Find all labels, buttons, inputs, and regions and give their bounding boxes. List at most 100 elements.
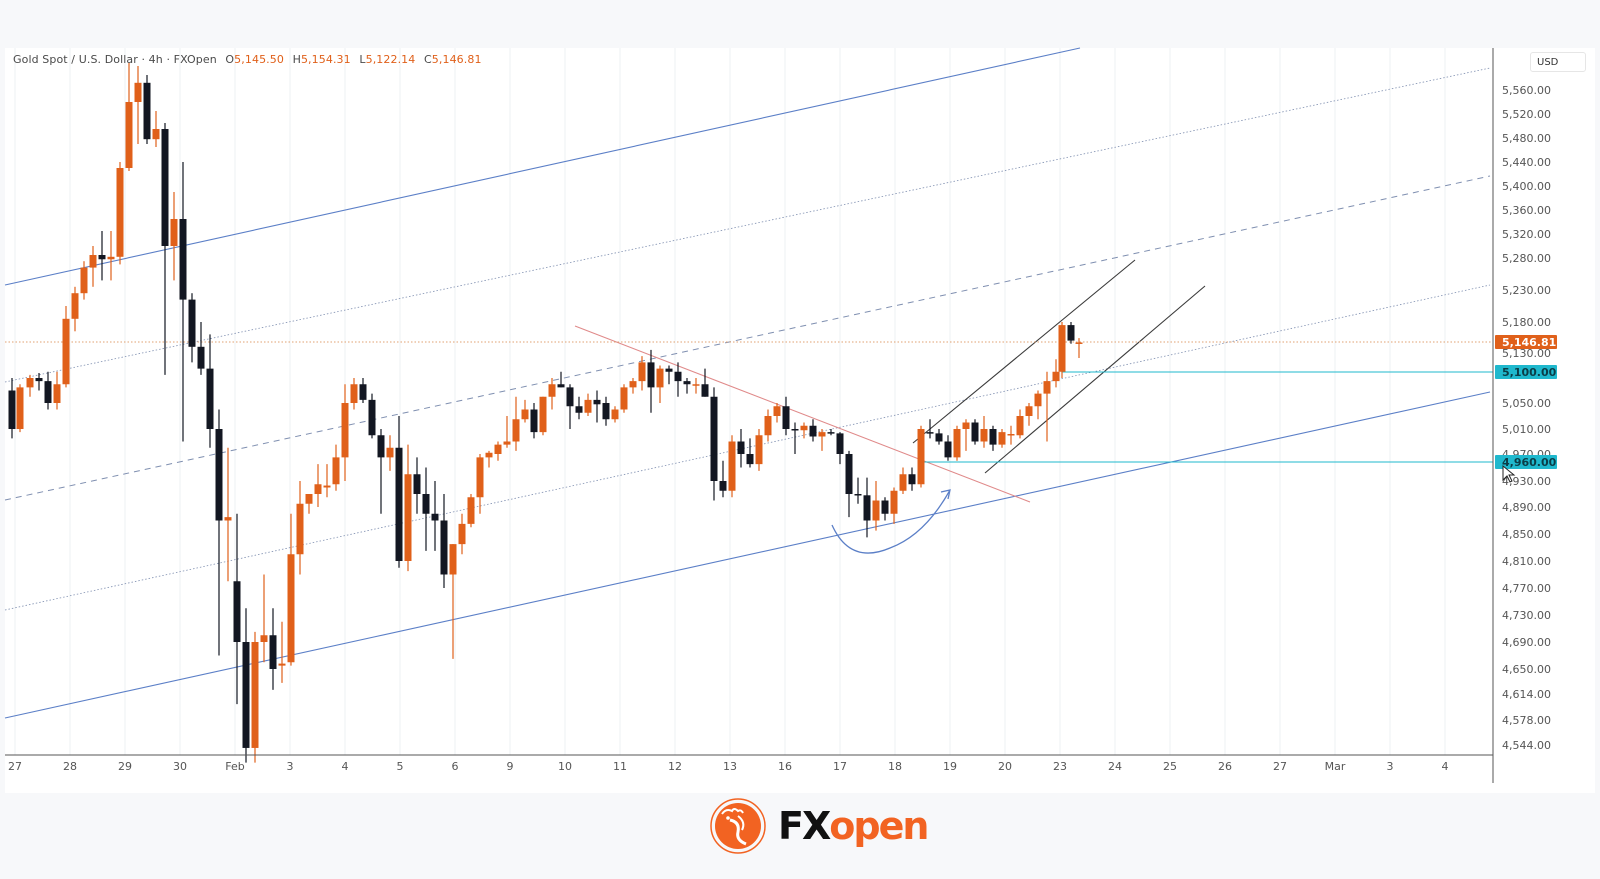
drawings-layer[interactable] bbox=[4, 47, 1495, 719]
candle-body bbox=[404, 474, 412, 561]
candle bbox=[665, 365, 673, 385]
price-tick-label: 5,180.00 bbox=[1502, 316, 1551, 329]
time-tick-label: 4 bbox=[342, 760, 349, 773]
candle bbox=[44, 371, 52, 410]
time-tick-label: 27 bbox=[1273, 760, 1287, 773]
candle-body bbox=[1043, 381, 1051, 394]
currency-selector[interactable]: USD bbox=[1530, 52, 1586, 72]
candle bbox=[16, 384, 24, 433]
candle-body bbox=[152, 129, 160, 140]
candle bbox=[953, 425, 961, 461]
time-tick-label: 26 bbox=[1218, 760, 1232, 773]
candle bbox=[575, 396, 583, 420]
chart-legend: Gold Spot / U.S. Dollar · 4h · FXOpen O5… bbox=[13, 53, 482, 66]
candle bbox=[854, 477, 862, 504]
channel-mid[interactable] bbox=[4, 175, 1491, 501]
rising-channel-lower[interactable] bbox=[984, 285, 1206, 474]
candle-body bbox=[827, 432, 835, 434]
candle-body bbox=[1052, 371, 1060, 382]
candle bbox=[467, 494, 475, 528]
candle-body bbox=[512, 419, 520, 442]
candle-body bbox=[305, 494, 313, 504]
candle-body bbox=[116, 168, 124, 257]
price-badge-last-price bbox=[1495, 335, 1557, 349]
candle bbox=[359, 378, 367, 403]
price-tick-label: 5,050.00 bbox=[1502, 397, 1551, 410]
candle bbox=[638, 356, 646, 391]
candle-body bbox=[1075, 342, 1083, 344]
candle-body bbox=[710, 396, 718, 481]
candle bbox=[566, 384, 574, 429]
candle bbox=[134, 66, 142, 144]
candle bbox=[620, 384, 628, 413]
candle-body bbox=[638, 362, 646, 382]
time-tick-label: 12 bbox=[668, 760, 682, 773]
grid bbox=[14, 48, 1446, 755]
price-badge-label: 4,960.00 bbox=[1502, 456, 1557, 469]
candle-body bbox=[107, 256, 115, 260]
candle bbox=[431, 481, 439, 551]
candle bbox=[818, 429, 826, 451]
open-value: 5,145.50 bbox=[234, 53, 284, 66]
candle bbox=[1075, 338, 1083, 358]
candle bbox=[206, 334, 214, 448]
price-tick-label: 4,578.00 bbox=[1502, 714, 1551, 727]
time-tick-label: 11 bbox=[613, 760, 627, 773]
channel-upper-inner[interactable] bbox=[4, 67, 1491, 383]
candle-body bbox=[665, 368, 673, 372]
candle-body bbox=[476, 457, 484, 498]
candle-body bbox=[368, 399, 376, 436]
time-tick-label: 10 bbox=[558, 760, 572, 773]
fxopen-wordmark: FXopen bbox=[778, 807, 929, 845]
rounded-bottom-arrow[interactable] bbox=[831, 489, 951, 554]
candle-body bbox=[701, 384, 709, 397]
candle bbox=[863, 477, 871, 538]
time-tick-label: 17 bbox=[833, 760, 847, 773]
candle-body bbox=[836, 433, 844, 454]
candle bbox=[737, 429, 745, 468]
candle bbox=[422, 467, 430, 551]
candle-body bbox=[179, 219, 187, 300]
candle-body bbox=[16, 387, 24, 429]
candle bbox=[1007, 425, 1015, 445]
candle-body bbox=[791, 429, 799, 431]
fxopen-logo: FXopen bbox=[708, 796, 929, 856]
candle bbox=[440, 494, 448, 588]
rising-channel-upper[interactable] bbox=[912, 259, 1136, 444]
candle bbox=[161, 123, 169, 375]
candle-body bbox=[8, 390, 16, 429]
price-tick-label: 4,850.00 bbox=[1502, 528, 1551, 541]
candle-body bbox=[161, 129, 169, 246]
candle-body bbox=[575, 406, 583, 413]
candle-body bbox=[881, 500, 889, 514]
candle-body bbox=[566, 387, 574, 407]
candle-body bbox=[224, 517, 232, 521]
candle bbox=[1034, 390, 1042, 420]
candle bbox=[971, 419, 979, 445]
candle-body bbox=[278, 663, 286, 666]
candle bbox=[539, 396, 547, 436]
candle-body bbox=[755, 435, 763, 465]
candle bbox=[881, 497, 889, 521]
candle-body bbox=[323, 485, 331, 488]
high-key: H bbox=[292, 53, 301, 66]
candles-layer bbox=[8, 63, 1083, 763]
candle bbox=[125, 63, 133, 171]
candle-body bbox=[26, 378, 34, 388]
candle bbox=[152, 111, 160, 147]
candle-body bbox=[125, 102, 133, 168]
candle-body bbox=[53, 384, 61, 403]
channel-lower-inner[interactable] bbox=[4, 284, 1491, 611]
price-tick-label: 5,130.00 bbox=[1502, 347, 1551, 360]
price-tick-label: 5,230.00 bbox=[1502, 284, 1551, 297]
descending-trendline[interactable] bbox=[574, 325, 1031, 503]
candle-body bbox=[845, 454, 853, 494]
candle-body bbox=[44, 381, 52, 403]
candle bbox=[773, 403, 781, 423]
candle-body bbox=[458, 523, 466, 545]
candle bbox=[530, 403, 538, 439]
candle-body bbox=[854, 494, 862, 496]
candle bbox=[872, 481, 880, 531]
candle bbox=[494, 441, 502, 461]
